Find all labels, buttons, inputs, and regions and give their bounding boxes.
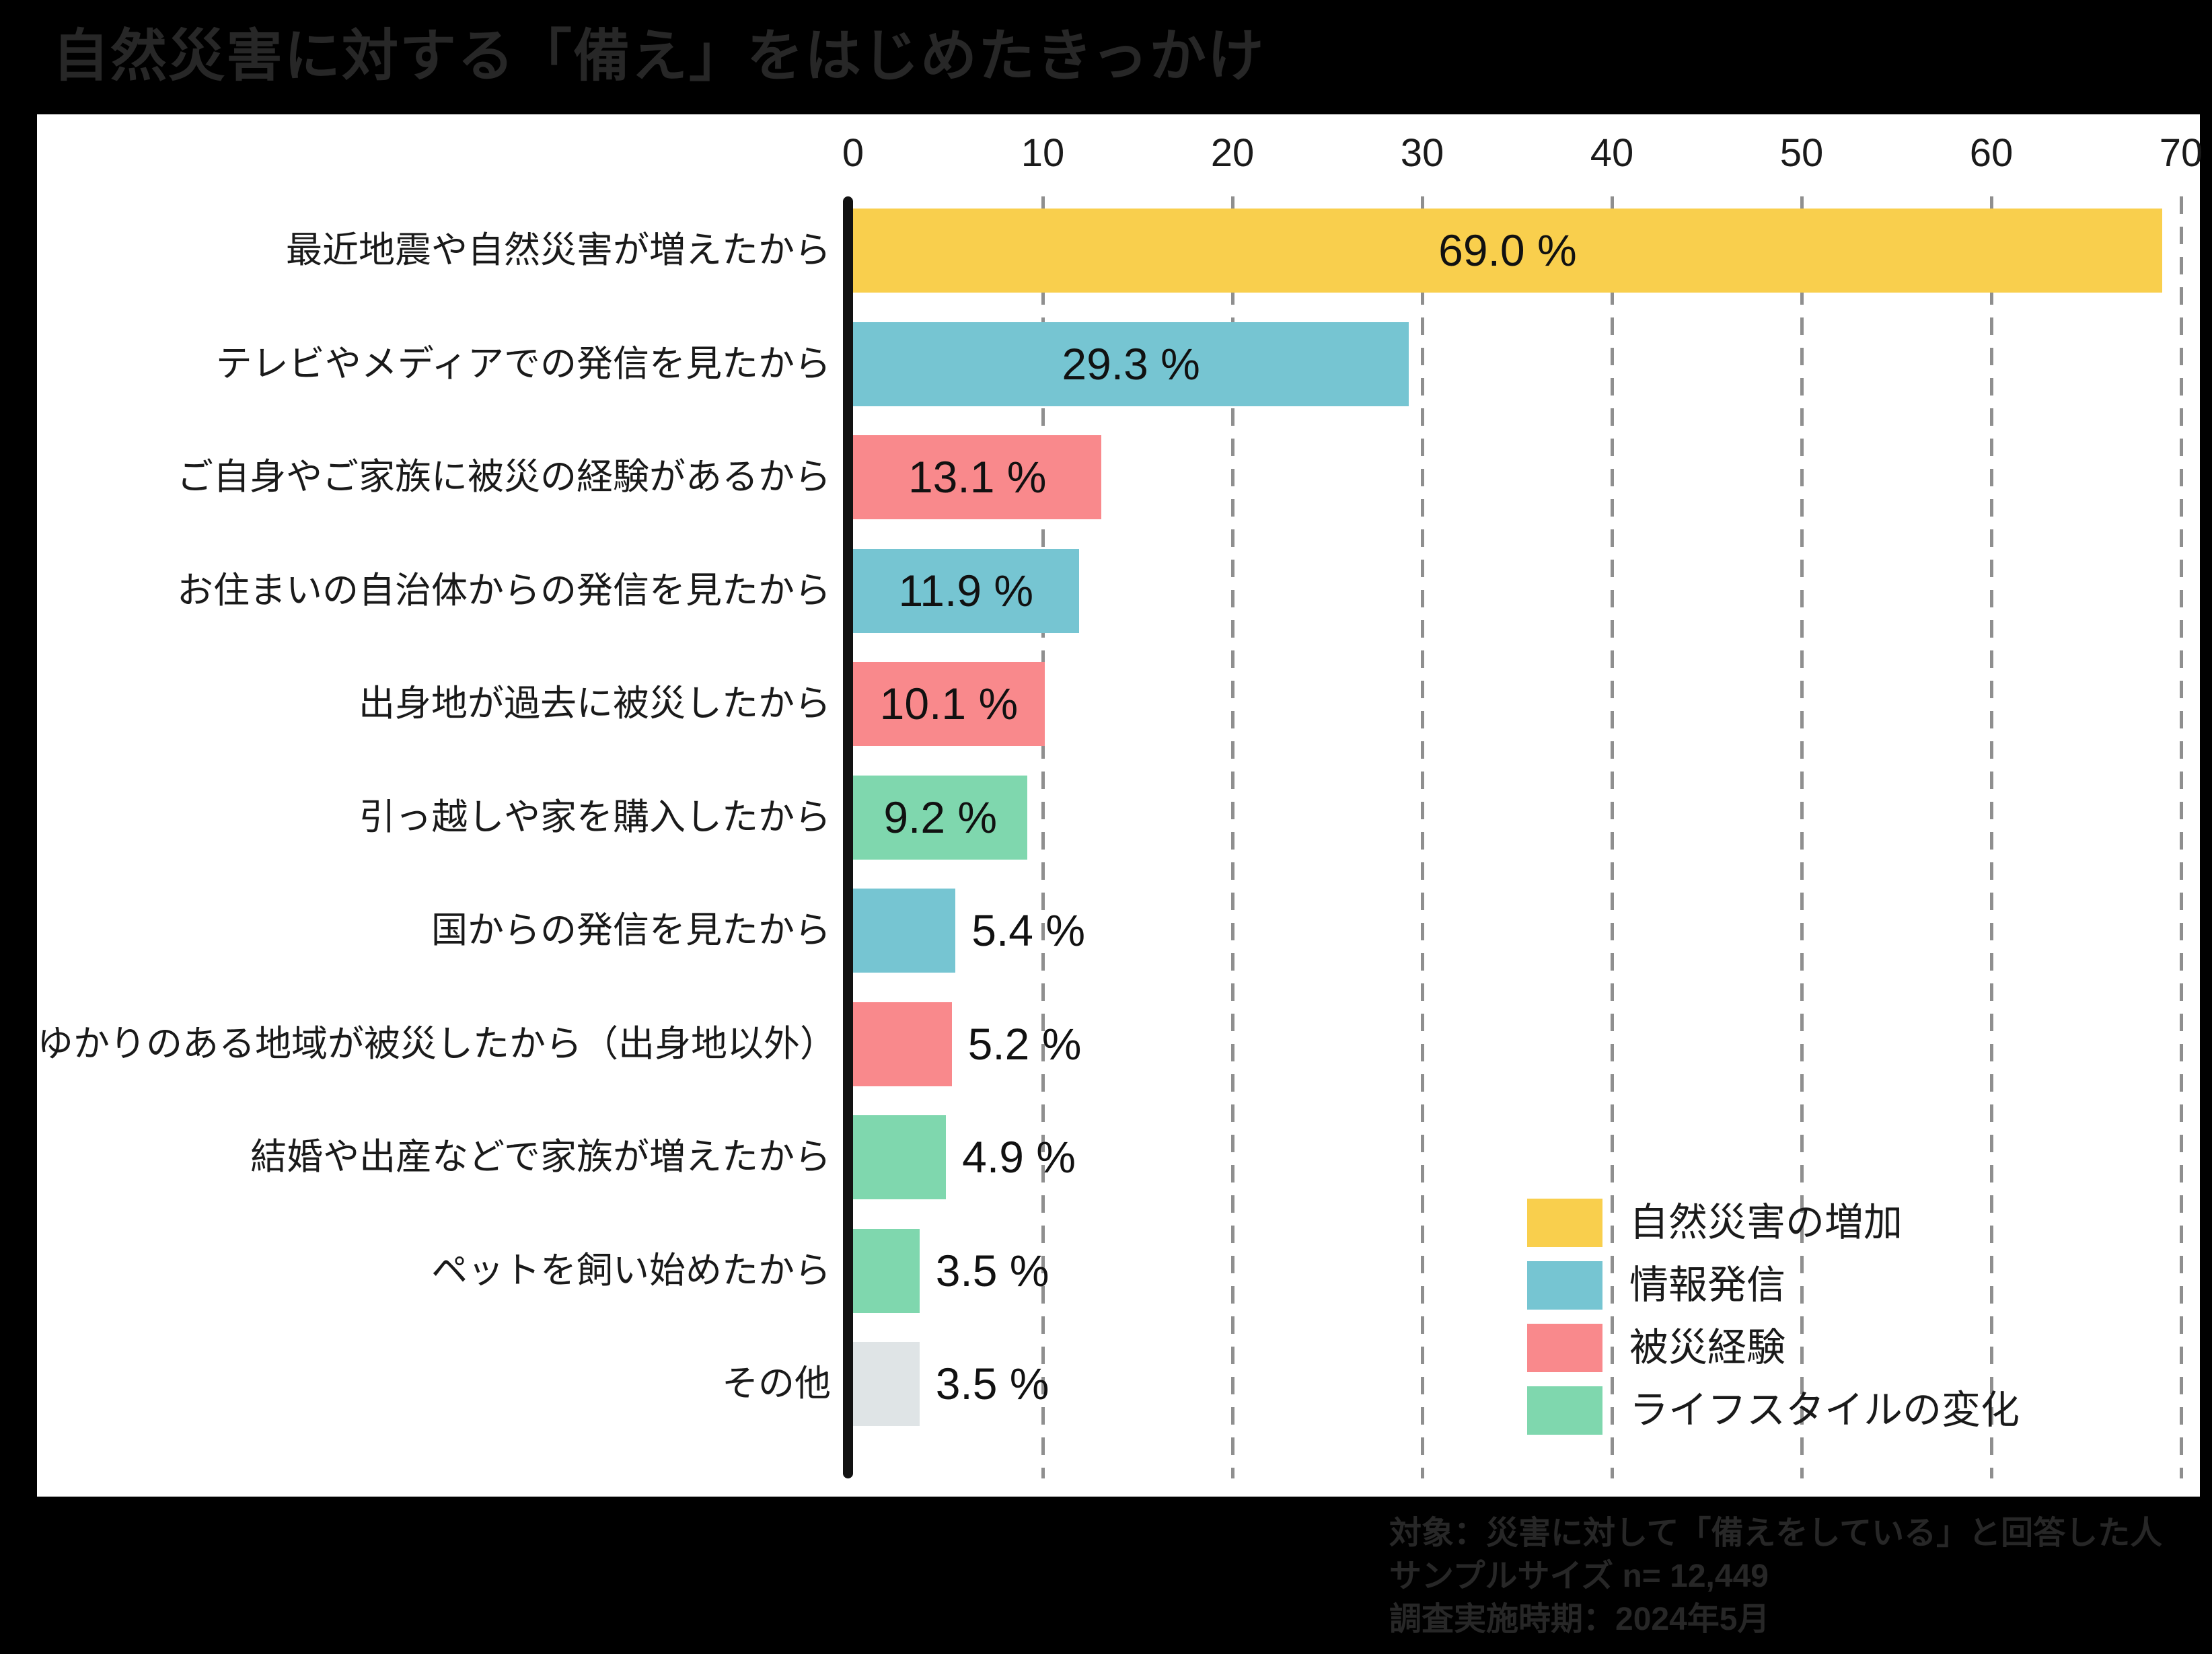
grid-line [1041, 196, 1045, 1478]
legend-label: 被災経験 [1629, 1326, 1786, 1369]
legend-item: 被災経験 [1527, 1324, 2200, 1372]
bar [853, 1342, 920, 1426]
x-tick-label: 30 [1400, 131, 1444, 175]
footer-survey-date-line: 調査実施時期：2024年5月 [1389, 1602, 1770, 1637]
category-label: ご自身やご家族に被災の経験があるから [177, 457, 831, 497]
bar [853, 435, 1102, 519]
grid-line [1800, 196, 1804, 1478]
legend-swatch [1527, 1261, 1602, 1310]
legend-swatch [1527, 1324, 1602, 1372]
bar-value-label: 29.3 % [1062, 338, 1200, 389]
bar [853, 1228, 920, 1313]
x-tick-label: 50 [1779, 131, 1824, 175]
x-tick-label: 0 [842, 131, 864, 175]
category-label: 結婚や出産などで家族が増えたから [250, 1137, 831, 1177]
footer-note: 対象：災害に対して「備えをしている」と回答した人 サンプルサイズ n= 12,4… [1389, 1512, 2162, 1641]
bar-value-label: 11.9 % [898, 565, 1034, 615]
bar [853, 322, 1409, 406]
page-title: 自然災害に対する「備え」をはじめたきっかけ [52, 24, 1265, 87]
bar [853, 775, 1028, 860]
legend-label: 情報発信 [1629, 1263, 1786, 1307]
bar-value-label: 3.5 % [935, 1245, 1049, 1295]
x-tick-label: 40 [1590, 131, 1634, 175]
grid-line [2180, 196, 2183, 1478]
bar [853, 889, 956, 973]
x-tick-label: 20 [1210, 131, 1255, 175]
footer-target-line: 対象：災害に対して「備えをしている」と回答した人 [1389, 1515, 2163, 1551]
footer-sample-size-line: サンプルサイズ n= 12,449 [1389, 1558, 1769, 1594]
category-label: その他 [722, 1363, 831, 1404]
bar-value-label: 3.5 % [935, 1359, 1049, 1408]
legend-label: 自然災害の増加 [1629, 1201, 1903, 1244]
bar [853, 662, 1045, 746]
legend-swatch [1527, 1199, 1602, 1247]
bar-value-label: 5.2 % [967, 1018, 1082, 1069]
bar-value-label: 9.2 % [883, 792, 998, 842]
category-label: お住まいの自治体からの発信を見たから [177, 570, 831, 611]
grid-line [1231, 196, 1234, 1478]
category-label: 最近地震や自然災害が増えたから [286, 230, 831, 270]
legend-item: 情報発信 [1527, 1261, 2200, 1310]
chart-panel: 0 10 20 30 40 50 60 70 最近地震や自然災害が増えたからテレビやメディアで… [37, 114, 2203, 1497]
legend-item: ライフスタイルの変化 [1527, 1386, 2200, 1435]
category-label: ペットを飼い始めたから [431, 1250, 831, 1291]
category-label: 引っ越しや家を購入したから [359, 796, 831, 837]
bar [853, 209, 2162, 293]
x-tick-label: 70 [2159, 131, 2203, 175]
bar-value-label: 10.1 % [879, 679, 1019, 728]
bar-value-label: 13.1 % [908, 452, 1047, 502]
grid-line [1990, 196, 1993, 1478]
bar-value-label: 4.9 % [962, 1132, 1076, 1182]
category-label: 出身地が過去に被災したから [359, 683, 831, 724]
category-label: ゆかりのある地域が被災したから（出身地以外） [37, 1023, 836, 1064]
category-label: テレビやメディアでの発信を見たから [215, 343, 831, 384]
legend-item: 自然災害の増加 [1527, 1199, 2200, 1247]
bar [853, 548, 1079, 633]
grid-line [1611, 196, 1614, 1478]
y-axis-line [843, 196, 853, 1478]
bar-value-label: 5.4 % [971, 905, 1086, 955]
x-tick-label: 60 [1969, 131, 2014, 175]
grid-line [1421, 196, 1424, 1478]
bar [853, 1002, 952, 1086]
legend-swatch [1527, 1386, 1602, 1435]
category-label: 国からの発信を見たから [431, 910, 831, 950]
x-tick-label: 10 [1021, 131, 1065, 175]
bar-value-label: 69.0 % [1438, 225, 1577, 275]
bar [853, 1115, 947, 1199]
legend-label: ライフスタイルの変化 [1629, 1388, 2020, 1432]
